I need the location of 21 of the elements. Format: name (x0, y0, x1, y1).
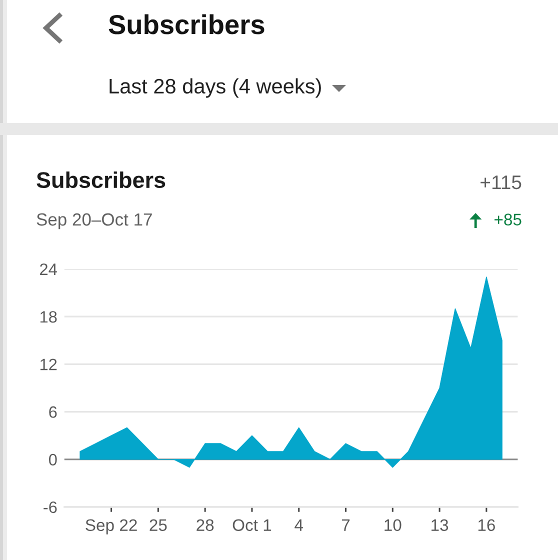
x-tick-label: 25 (150, 519, 167, 532)
y-tick-label: 6 (49, 406, 57, 418)
x-tick-label: 28 (196, 519, 214, 532)
y-tick-label: 0 (48, 454, 57, 466)
text: +115 (480, 176, 522, 190)
y-tick-label: 18 (40, 311, 57, 323)
y-tick-label: 12 (40, 358, 57, 370)
y-tick-label: 24 (40, 263, 57, 275)
x-tick-label: Sep 22 (86, 519, 137, 534)
text: +85 (494, 214, 522, 226)
x-tick-label: 10 (384, 519, 402, 532)
x-tick-label: 4 (294, 519, 304, 531)
text: Last 28 days (4 weeks) (110, 78, 321, 98)
y-tick-label: -6 (44, 501, 57, 514)
chart-subtitle: Sep 20–Oct 17 (36, 213, 152, 230)
x-tick-label: 16 (478, 519, 495, 532)
x-tick-label: 7 (342, 519, 350, 531)
x-tick-label: 13 (432, 519, 448, 532)
x-tick-label: Oct 1 (232, 519, 272, 532)
text: Subscribers (108, 14, 264, 34)
chart-title: Subscribers (36, 172, 166, 188)
